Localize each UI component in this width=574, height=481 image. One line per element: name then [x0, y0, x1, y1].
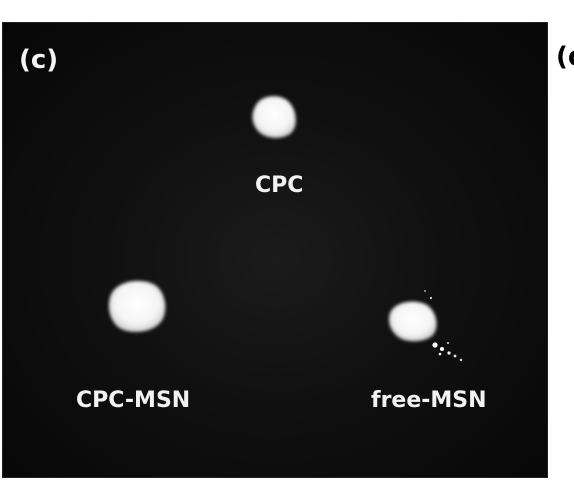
sample-label-cpc-msn: CPC-MSN [76, 390, 190, 412]
sample-label-cpc: CPC [255, 175, 303, 197]
sample-label-free-msn: free-MSN [371, 390, 487, 412]
cpc-powder-spot [252, 96, 295, 138]
next-panel-label: (d [556, 44, 574, 70]
free-msn-powder-spot [389, 290, 462, 361]
next-panel-label-clip: (d [552, 40, 574, 74]
panel-label: (c) [19, 47, 58, 73]
sample-photo-panel: (c) CPC CPC-MSN free-MSN [2, 22, 548, 478]
cpc-msn-powder-spot [109, 281, 165, 332]
